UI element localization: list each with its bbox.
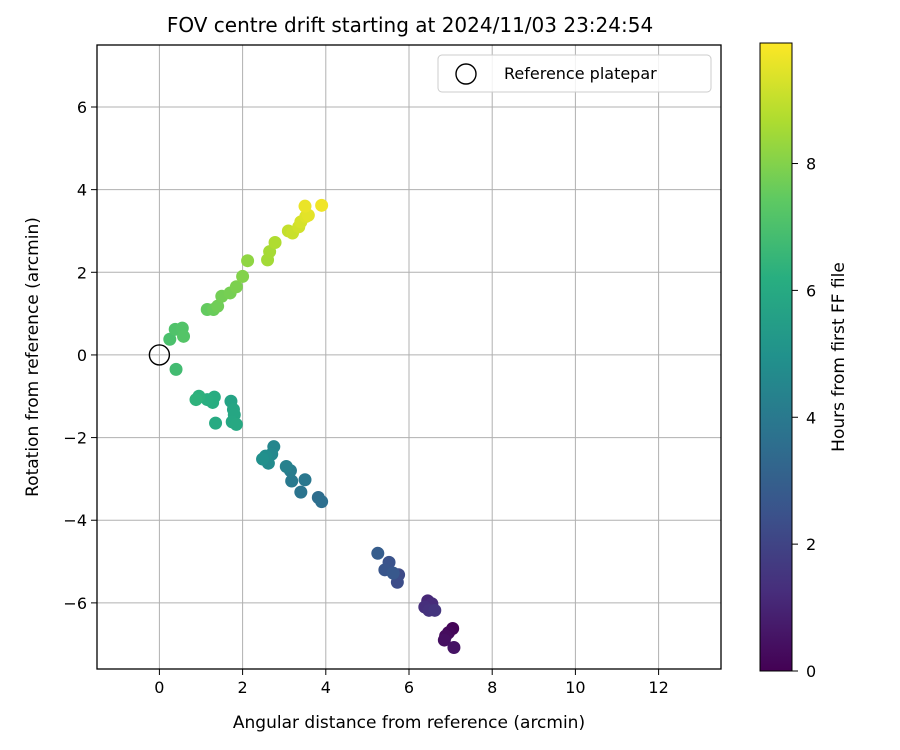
data-point xyxy=(211,299,225,313)
colorbar-tick-label: 6 xyxy=(806,281,816,300)
legend-entry-label: Reference platepar xyxy=(504,64,657,83)
colorbar-label: Hours from first FF file xyxy=(829,262,849,452)
reference-point-marker xyxy=(148,344,171,366)
data-point xyxy=(428,603,442,617)
data-point xyxy=(189,393,203,407)
y-tick-label: −2 xyxy=(63,429,87,448)
colorbar-gradient xyxy=(759,42,793,672)
data-point xyxy=(256,452,270,466)
chart-title: FOV centre drift starting at 2024/11/03 … xyxy=(167,13,653,37)
colorbar-tick-label: 8 xyxy=(806,155,816,174)
data-point xyxy=(236,269,250,283)
colorbar: 0 2 4 6 8 Hours from first FF file xyxy=(759,42,849,681)
data-point xyxy=(209,416,223,430)
data-point xyxy=(294,485,308,499)
data-point xyxy=(169,362,183,376)
legend-box xyxy=(437,54,712,93)
data-point xyxy=(437,633,451,647)
y-axis-label: Rotation from reference (arcmin) xyxy=(23,217,43,497)
y-tick-label: 0 xyxy=(77,346,87,365)
x-tick-label: 10 xyxy=(565,678,585,697)
y-tick-label: 6 xyxy=(77,98,87,117)
data-point xyxy=(298,473,312,487)
data-point xyxy=(177,329,191,343)
data-point xyxy=(229,280,243,294)
x-tick-label: 4 xyxy=(321,678,331,697)
y-tick-label: −4 xyxy=(63,511,87,530)
colorbar-tick-label: 0 xyxy=(806,662,816,681)
colorbar-tick-label: 2 xyxy=(806,535,816,554)
data-point xyxy=(298,199,312,213)
grid-lines xyxy=(97,45,721,669)
data-point xyxy=(163,332,177,346)
x-tick-label: 6 xyxy=(404,678,414,697)
data-point xyxy=(279,460,293,474)
data-point xyxy=(268,236,282,250)
legend-marker-open-circle xyxy=(455,63,477,85)
x-tick-label: 0 xyxy=(154,678,164,697)
colorbar-tick-label: 4 xyxy=(806,408,816,427)
y-tick-label: −6 xyxy=(63,594,87,613)
x-axis-label: Angular distance from reference (arcmin) xyxy=(233,713,585,733)
x-tick-label: 8 xyxy=(487,678,497,697)
data-point xyxy=(386,566,400,580)
data-point xyxy=(229,417,243,431)
data-point xyxy=(371,546,385,560)
x-tick-label: 2 xyxy=(238,678,248,697)
legend: Reference platepar xyxy=(437,54,712,93)
data-point xyxy=(241,254,255,268)
data-point xyxy=(315,198,329,212)
data-point xyxy=(285,474,299,488)
y-tick-label: 4 xyxy=(77,181,87,200)
x-tick-label: 12 xyxy=(648,678,668,697)
data-point xyxy=(447,641,461,655)
data-point xyxy=(315,495,329,509)
y-tick-label: 2 xyxy=(77,263,87,282)
